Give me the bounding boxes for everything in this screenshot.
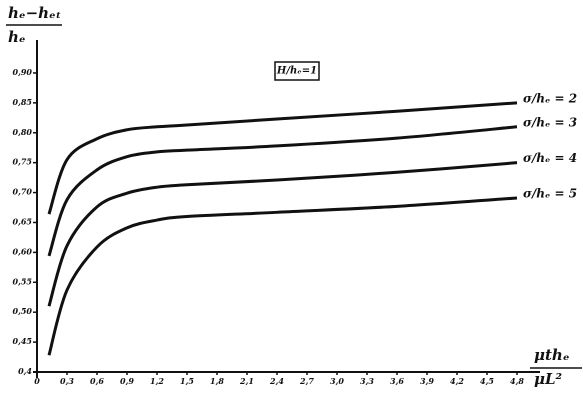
- x-tick-label: 3,6: [390, 376, 404, 386]
- y-tick-label: 0,70: [13, 187, 33, 197]
- x-tick-label: 2,1: [239, 376, 254, 386]
- series-line: [47, 161, 518, 307]
- y-tick-label: 0,65: [13, 216, 33, 226]
- y-tick-label: 0,55: [13, 276, 33, 286]
- x-tick-label: 4,5: [480, 376, 494, 386]
- x-tick-label: 3,3: [360, 376, 374, 386]
- y-tick-label: 0,50: [13, 306, 33, 316]
- y-tick-label: 0,45: [13, 336, 33, 346]
- x-tick-label: 0: [34, 376, 40, 386]
- y-label-numerator: hₑ−hₑₜ: [8, 4, 61, 22]
- x-tick-label: 4,2: [450, 376, 464, 386]
- x-tick-label: 2,4: [269, 376, 284, 386]
- series-line: [47, 196, 518, 356]
- y-tick-label: 0,80: [13, 127, 33, 137]
- x-tick-label: 1,5: [180, 376, 194, 386]
- x-label-denominator: μL²: [534, 370, 563, 388]
- x-tick-label: 3,9: [420, 376, 434, 386]
- x-tick-label: 0,9: [120, 376, 134, 386]
- y-tick-label: 0,60: [13, 246, 33, 256]
- x-tick-label: 1,2: [150, 376, 164, 386]
- x-tick-label: 1,8: [210, 376, 224, 386]
- annotation-box: [274, 61, 320, 81]
- y-tick-label: 0,75: [13, 157, 33, 167]
- y-tick-label: 0,4: [18, 366, 32, 376]
- x-tick-label: 3,0: [330, 376, 344, 386]
- legend-label: σ/hₑ = 5: [523, 186, 577, 200]
- y-tick-label: 0,90: [13, 67, 33, 77]
- y-label-denominator: hₑ: [8, 28, 26, 46]
- x-tick-label: 0,6: [90, 376, 104, 386]
- x-tick-label: 4,8: [510, 376, 524, 386]
- series-line: [47, 125, 518, 257]
- y-tick-label: 0,85: [13, 97, 33, 107]
- legend-label: σ/hₑ = 4: [523, 151, 577, 165]
- x-tick-label: 2,7: [299, 376, 314, 386]
- legend-label: σ/hₑ = 2: [523, 91, 577, 105]
- series-line: [47, 101, 518, 215]
- annotation: H/hₑ=1: [276, 66, 317, 77]
- x-tick-label: 0,3: [60, 376, 74, 386]
- legend-label: σ/hₑ = 3: [523, 115, 577, 129]
- x-label-numerator: μthₑ: [534, 346, 569, 364]
